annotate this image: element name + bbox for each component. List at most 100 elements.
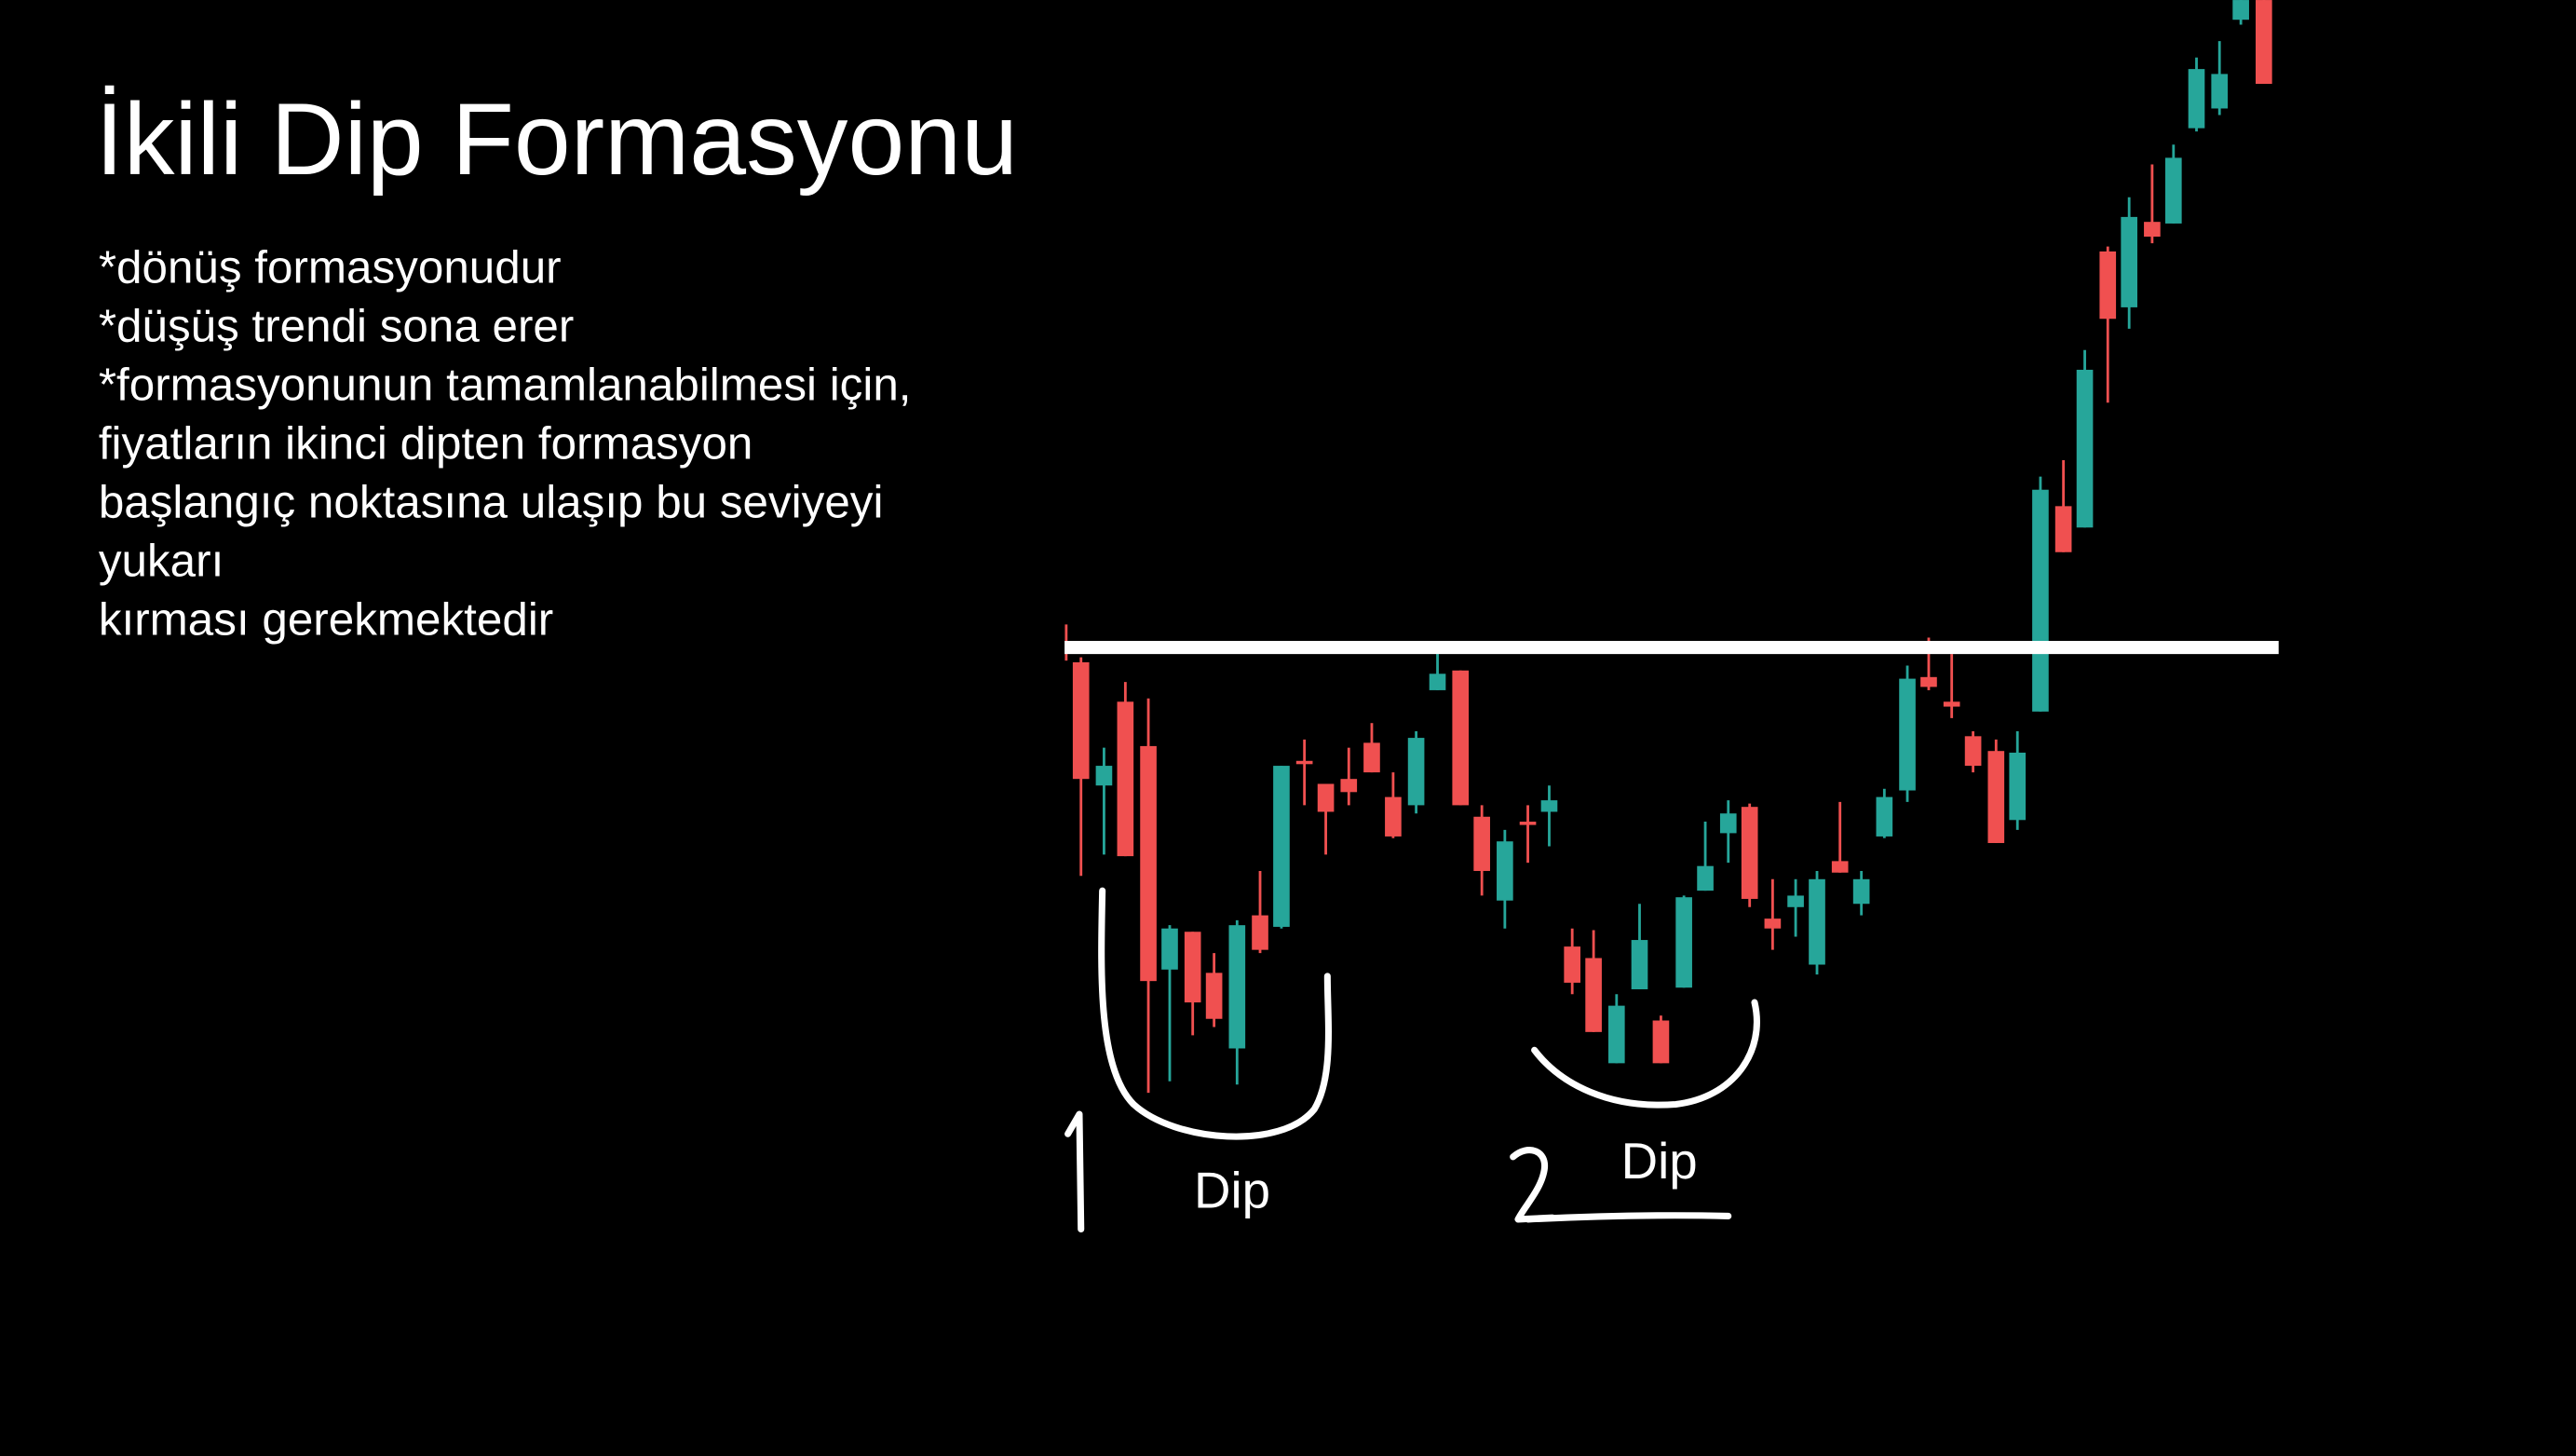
candle-body [1295, 760, 1313, 765]
body-line: başlangıç noktasına ulaşıp bu seviyeyi [99, 476, 884, 527]
candle-body [1385, 796, 1402, 837]
candle [1161, 925, 1178, 1082]
candle-body [1764, 919, 1782, 929]
dip-two-curve [1531, 999, 1760, 1109]
candle-body [1429, 674, 1446, 690]
candle-body [2121, 216, 2138, 307]
candle-body [1519, 822, 1537, 825]
candle-body [1899, 678, 1916, 791]
candle [2121, 197, 2138, 329]
candle [1943, 654, 1960, 718]
candle [2188, 57, 2205, 132]
candle [2256, 0, 2272, 84]
candle [2032, 476, 2049, 712]
candle [1095, 747, 1113, 855]
candle-body [2188, 69, 2205, 129]
candle [2099, 246, 2117, 403]
number-one-sketch [1064, 1110, 1085, 1233]
body-line: yukarı [99, 535, 224, 586]
candle [1719, 800, 1737, 864]
candle-body [2232, 0, 2249, 20]
candle-body [1831, 861, 1849, 873]
body-text: *dönüş formasyonudur *düşüş trendi sona e… [99, 241, 912, 645]
candle [1540, 785, 1558, 847]
candle-body [1140, 745, 1157, 982]
body-line: fiyatların ikinci dipten formasyon [99, 417, 753, 469]
candle [1607, 994, 1625, 1064]
candle-body [1273, 766, 1290, 927]
candle [1072, 657, 1090, 877]
candle-body [1228, 925, 1246, 1049]
candle [1964, 731, 1982, 773]
candle-body [1407, 738, 1425, 806]
candle [1228, 919, 1246, 1085]
candle-body [1184, 932, 1201, 1003]
candle [2144, 164, 2161, 244]
candle [1117, 682, 1134, 857]
candle-body [1540, 800, 1558, 812]
candle [2164, 144, 2182, 224]
candle-body [1943, 701, 1960, 707]
candlestick-illustration [1064, 0, 2272, 1094]
candle-body [1741, 807, 1758, 899]
dip-label: Dip [1621, 1132, 1698, 1190]
candle [2054, 459, 2072, 552]
underline [1525, 1212, 1732, 1223]
candle [1473, 805, 1490, 896]
candle-body [1205, 973, 1223, 1019]
candle-body [2144, 222, 2161, 238]
candle [1295, 739, 1313, 806]
candle [1764, 878, 1782, 950]
candle-body [1631, 940, 1648, 989]
hand-drawings [1064, 887, 1760, 1233]
candle-body [1161, 928, 1178, 970]
candle [1205, 953, 1223, 1027]
slide-title: İkili Dip Formasyonu [95, 83, 1018, 197]
candle-body [2256, 0, 2272, 84]
candle-body [1607, 1005, 1625, 1064]
body-line: *düşüş trendi sona erer [99, 300, 575, 351]
candle-body [1809, 878, 1825, 965]
candle [1787, 878, 1804, 937]
candle-body [1363, 742, 1380, 773]
dip-one-curve [1098, 887, 1332, 1140]
candle [1140, 698, 1157, 1094]
candle [2232, 0, 2249, 25]
candle [2211, 41, 2229, 116]
candle [1407, 731, 1425, 814]
candle [1987, 739, 2005, 843]
candle-body [2076, 369, 2094, 528]
candle [1809, 870, 1825, 975]
candle-body [2054, 506, 2072, 552]
candle-body [1095, 766, 1113, 786]
candle [1429, 648, 1446, 690]
candle [1876, 788, 1893, 838]
candle [1564, 928, 1580, 995]
candle [1899, 665, 1916, 802]
candle [1252, 870, 1268, 954]
candle-body [2099, 251, 2117, 320]
candle [2076, 349, 2094, 528]
candle-body [1252, 915, 1268, 950]
candle-body [1964, 736, 1982, 767]
candle [1852, 870, 1870, 916]
candle-body [1876, 796, 1893, 837]
candle [1675, 895, 1692, 988]
candle [1652, 1015, 1670, 1064]
candle [1741, 803, 1758, 907]
number-two-sketch [1510, 1147, 1556, 1223]
candle [1385, 772, 1402, 838]
candle-body [1340, 779, 1358, 793]
candle-body [1987, 751, 2005, 843]
candle-body [1787, 895, 1804, 907]
candle [1831, 801, 1849, 873]
candle-body [2009, 752, 2027, 821]
candle-body [1852, 878, 1870, 905]
body-line: kırması gerekmektedir [99, 593, 553, 645]
candle-body [1920, 676, 1937, 687]
candle-body [2032, 489, 2049, 712]
candle [1184, 932, 1201, 1036]
candle [1497, 829, 1513, 929]
